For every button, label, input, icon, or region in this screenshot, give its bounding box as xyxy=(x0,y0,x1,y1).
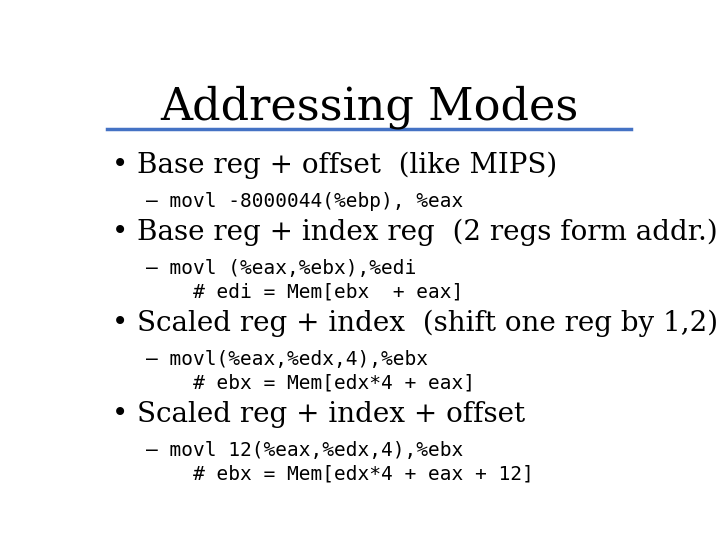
Text: •: • xyxy=(112,219,129,246)
Text: – movl 12(%eax,%edx,4),%ebx: – movl 12(%eax,%edx,4),%ebx xyxy=(145,441,463,460)
Text: Scaled reg + index  (shift one reg by 1,2): Scaled reg + index (shift one reg by 1,2… xyxy=(138,310,719,338)
Text: Base reg + index reg  (2 regs form addr.): Base reg + index reg (2 regs form addr.) xyxy=(138,219,718,246)
Text: # edi = Mem[ebx  + eax]: # edi = Mem[ebx + eax] xyxy=(145,282,463,302)
Text: – movl -8000044(%ebp), %eax: – movl -8000044(%ebp), %eax xyxy=(145,192,463,211)
Text: – movl (%eax,%ebx),%edi: – movl (%eax,%ebx),%edi xyxy=(145,259,416,278)
Text: •: • xyxy=(112,310,129,337)
Text: Scaled reg + index + offset: Scaled reg + index + offset xyxy=(138,401,526,428)
Text: Base reg + offset  (like MIPS): Base reg + offset (like MIPS) xyxy=(138,152,558,179)
Text: # ebx = Mem[edx*4 + eax + 12]: # ebx = Mem[edx*4 + eax + 12] xyxy=(145,465,534,484)
Text: – movl(%eax,%edx,4),%ebx: – movl(%eax,%edx,4),%ebx xyxy=(145,349,428,369)
Text: •: • xyxy=(112,152,129,179)
Text: •: • xyxy=(112,401,129,428)
Text: # ebx = Mem[edx*4 + eax]: # ebx = Mem[edx*4 + eax] xyxy=(145,374,474,393)
Text: Addressing Modes: Addressing Modes xyxy=(160,85,578,129)
